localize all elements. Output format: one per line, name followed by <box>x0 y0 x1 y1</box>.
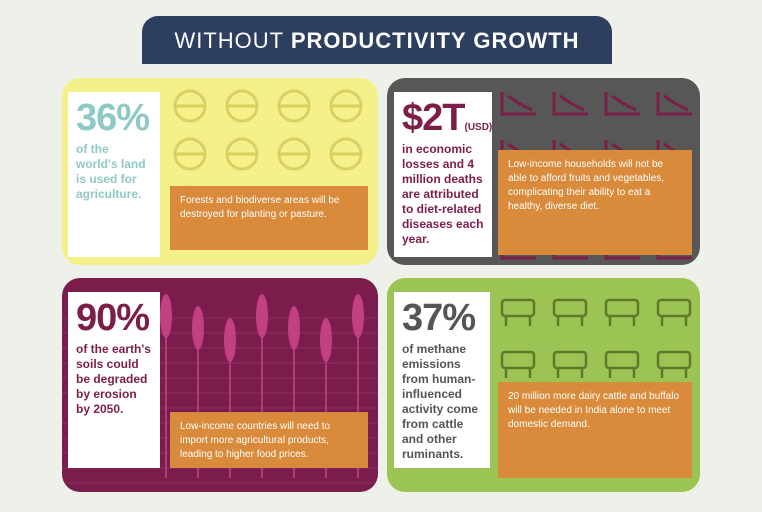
header: WITHOUT PRODUCTIVITY GROWTH <box>142 16 612 64</box>
icon <box>500 92 536 116</box>
icon <box>604 298 640 318</box>
icon <box>500 350 536 370</box>
callout: 20 million more dairy cattle and buffalo… <box>498 382 692 478</box>
stat-description: in economic losses and 4 million deaths … <box>402 142 484 246</box>
icon <box>656 350 692 370</box>
stat-card: 37% of methane emissions from human-infl… <box>394 292 490 468</box>
callout: Forests and biodiverse areas will be des… <box>170 186 368 250</box>
callout-text: Low-income households will not be able t… <box>508 159 665 212</box>
icon <box>352 294 364 338</box>
icon <box>256 294 268 338</box>
stat-card: 90% of the earth's soils could be degrad… <box>68 292 160 468</box>
stat-card: 36% of the world's land is used for agri… <box>68 92 160 257</box>
icon <box>288 306 300 350</box>
icon <box>604 350 640 370</box>
stat: 37% <box>402 297 476 339</box>
stat-description: of the world's land is used for agricult… <box>76 142 146 201</box>
icon <box>192 306 204 350</box>
callout-text: Forests and biodiverse areas will be des… <box>180 195 340 220</box>
stat-unit: (USD) <box>464 122 493 133</box>
stat: 90% <box>76 297 150 339</box>
icon <box>656 92 692 116</box>
icon <box>160 294 172 338</box>
stat: 36% <box>76 97 150 139</box>
icon <box>552 350 588 370</box>
icon <box>656 298 692 318</box>
stat-description: of the earth's soils could be degraded b… <box>76 342 151 416</box>
callout: Low-income households will not be able t… <box>498 150 692 255</box>
icon <box>224 318 236 362</box>
stat-line: $2T(USD) <box>402 97 492 139</box>
icon <box>500 298 536 318</box>
header-title-bold: PRODUCTIVITY GROWTH <box>290 28 580 53</box>
icon <box>604 92 640 116</box>
callout-text: 20 million more dairy cattle and buffalo… <box>508 391 680 430</box>
icon <box>552 92 588 116</box>
stat: $2T <box>402 97 465 139</box>
icon <box>552 298 588 318</box>
callout-text: Low-income countries will need to import… <box>180 421 331 460</box>
header-title-light: WITHOUT <box>174 28 284 53</box>
stat-card: $2T(USD) in economic losses and 4 millio… <box>394 92 492 257</box>
callout: Low-income countries will need to import… <box>170 412 368 468</box>
stat-description: of methane emissions from human-influenc… <box>402 342 479 461</box>
icon <box>320 318 332 362</box>
